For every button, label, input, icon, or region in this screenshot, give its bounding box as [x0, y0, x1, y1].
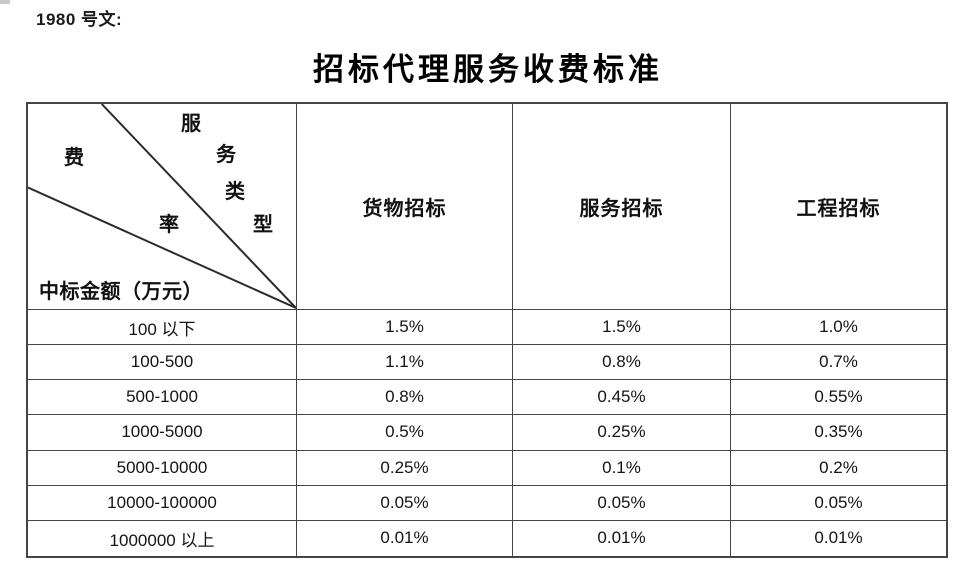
table-cell: 0.55% [731, 380, 946, 416]
table-cell: 0.35% [731, 415, 946, 451]
column-header-goods: 货物招标 [297, 104, 513, 310]
screen-edge-artifact [0, 0, 10, 4]
row-label: 500-1000 [28, 380, 297, 416]
row-label: 1000000 以上 [28, 520, 297, 556]
table-cell: 0.05% [731, 486, 946, 521]
column-header-engineering: 工程招标 [731, 104, 946, 310]
corner-amount-label: 中标金额（万元） [39, 281, 203, 303]
corner-service-type-char-3: 类 [225, 181, 245, 203]
table-cell: 0.05% [297, 485, 513, 521]
row-label: 100 以下 [28, 310, 297, 346]
table-cell: 0.5% [297, 415, 513, 451]
diagonal-divider-lines [28, 104, 296, 309]
row-label: 5000-10000 [28, 450, 297, 486]
table-cell: 0.7% [731, 345, 946, 381]
corner-rate-char-1: 费 [64, 147, 84, 169]
document-reference-label: 1980 号文: [36, 10, 123, 29]
table-cell: 0.01% [297, 520, 513, 556]
corner-service-type-char-4: 型 [253, 214, 273, 236]
table-cell: 0.45% [513, 380, 731, 416]
table-cell: 0.01% [814, 528, 863, 548]
table-cell: 0.8% [513, 345, 731, 381]
table-cell: 1.5% [297, 310, 513, 346]
corner-service-type-char-2: 务 [216, 144, 236, 166]
table-cell: 0.2% [731, 451, 946, 486]
row-label: 100-500 [28, 345, 297, 381]
table-cell: 1.1% [297, 345, 513, 381]
table-cell: 1.0% [731, 310, 946, 346]
table-cell: 1.5% [513, 310, 731, 346]
corner-rate-char-2: 率 [159, 214, 179, 236]
table-cell: 0.01% [513, 520, 731, 556]
table-cell: 0.05% [513, 485, 731, 521]
column-header-service: 服务招标 [513, 104, 731, 310]
row-label: 1000-5000 [28, 415, 297, 451]
table-cell: 0.25% [297, 450, 513, 486]
table-cell: 0.1% [513, 450, 731, 486]
page-title: 招标代理服务收费标准 [313, 52, 663, 87]
fee-rate-table: 服 务 类 型 费 率 中标金额（万元） 货物招标 服务招标 工程招标 100 … [26, 102, 948, 558]
table-cell: 0.25% [513, 415, 731, 451]
row-label: 10000-100000 [28, 485, 297, 521]
table-cell: 0.8% [297, 380, 513, 416]
corner-service-type-char-1: 服 [181, 113, 201, 135]
table-corner-cell: 服 务 类 型 费 率 中标金额（万元） [28, 104, 297, 310]
